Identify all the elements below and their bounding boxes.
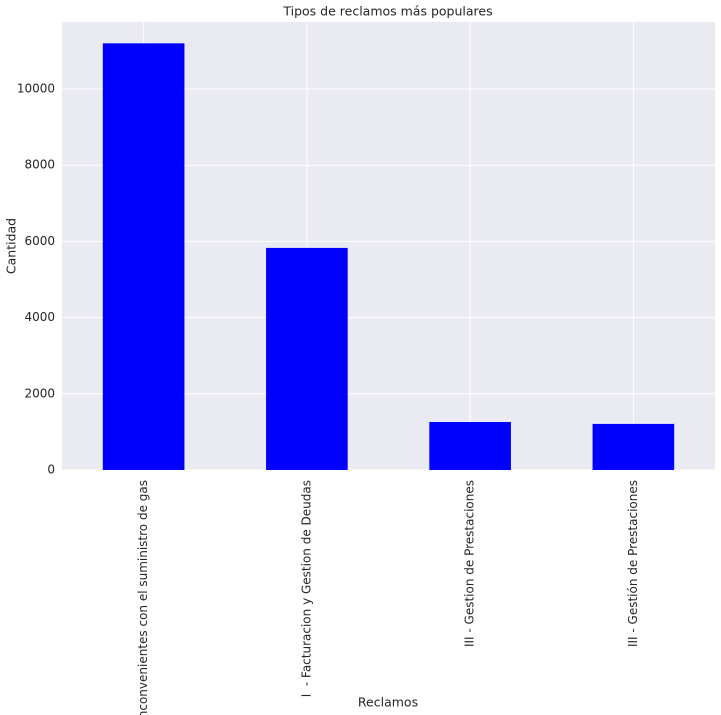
bar [102,43,185,470]
bar [429,422,511,470]
x-tick-label: I - Facturacion y Gestion de Deudas [299,480,313,697]
x-tick-label: III - Gestion de Prestaciones [463,480,477,647]
y-tick-label: 8000 [24,158,55,172]
y-axis-label: Cantidad [4,218,19,274]
y-tick-label: 6000 [24,234,55,248]
y-tick-label: 2000 [24,386,55,400]
y-tick-label: 4000 [24,310,55,324]
x-tick-label: II - Inconvenientes con el suministro de… [136,480,150,715]
marks [102,43,675,470]
bar [592,423,675,470]
x-axis-label: Reclamos [358,695,418,710]
x-tick-label: III - Gestión de Prestaciones [626,480,640,647]
y-tick-label: 0 [47,463,55,477]
chart-title: Tipos de reclamos más populares [282,4,492,19]
y-tick-label: 10000 [17,82,55,96]
bar [266,247,348,470]
